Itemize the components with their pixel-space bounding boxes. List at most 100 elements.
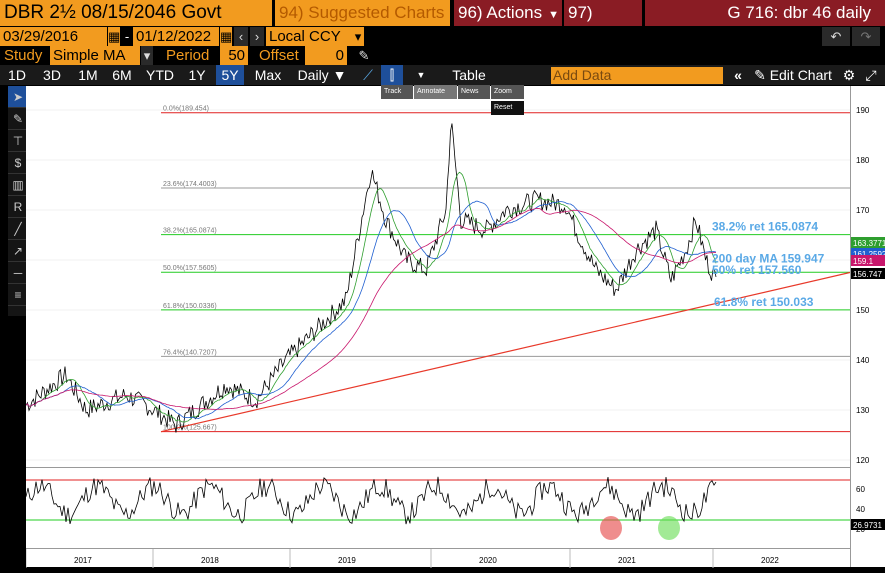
table-button[interactable]: Table: [452, 67, 486, 83]
y-tick-label: 150: [856, 306, 870, 315]
frequency-label: Daily: [297, 67, 329, 83]
y-tick-label: 170: [856, 206, 870, 215]
suggested-charts-button[interactable]: 94) Suggested Charts: [275, 0, 450, 26]
calendar-icon[interactable]: ▦: [220, 27, 233, 46]
price-tag-label: 161.2592: [853, 250, 885, 259]
tf-ytd[interactable]: YTD: [146, 67, 174, 83]
annotate-button[interactable]: Annotate: [414, 85, 457, 99]
pencil-icon[interactable]: ✎: [356, 46, 372, 65]
study-select[interactable]: Simple MA: [50, 46, 140, 65]
chevron-down-icon[interactable]: ▼: [416, 70, 426, 80]
pencil-icon: ✎: [754, 67, 766, 83]
collapse-icon[interactable]: «: [734, 67, 742, 83]
tf-1d[interactable]: 1D: [8, 67, 26, 83]
annotation-618: 61.8% ret 150.033: [714, 295, 814, 309]
rsi-tag-label: 26.9731: [853, 521, 882, 530]
tf-3d[interactable]: 3D: [43, 67, 61, 83]
year-label: 2017: [74, 556, 92, 565]
ma-long-line: [25, 207, 717, 410]
price-tag-label: 159.1: [853, 257, 874, 266]
line-chart-icon[interactable]: ⟋: [363, 67, 373, 83]
year-label: 2018: [201, 556, 219, 565]
chevron-down-icon[interactable]: ▾: [352, 27, 364, 46]
calendar-icon[interactable]: ▦: [108, 27, 121, 46]
cursor-icon[interactable]: ➤: [8, 86, 28, 108]
chevron-down-icon[interactable]: ▾: [141, 46, 153, 65]
rsi-series: [25, 476, 717, 525]
tf-1y[interactable]: 1Y: [188, 67, 206, 83]
zoom-button[interactable]: Zoom: [491, 85, 524, 99]
security-title[interactable]: DBR 2½ 08/15/2046 Govt: [0, 0, 272, 26]
price-tag: [851, 255, 885, 266]
tf-5y[interactable]: 5Y: [216, 65, 244, 85]
year-label: 2020: [479, 556, 497, 565]
next-arrow-icon[interactable]: ›: [250, 27, 264, 46]
price-series: [25, 123, 717, 433]
fib-label: 0.0%(189.454): [163, 106, 209, 113]
percent-tool-icon[interactable]: ⊤: [8, 130, 28, 152]
end-date-field[interactable]: 01/12/2022: [133, 27, 219, 46]
annotation-ma200: 200 day MA 159.947: [712, 251, 825, 265]
fibonacci-icon[interactable]: ▥: [8, 174, 28, 196]
year-label: 2021: [618, 556, 636, 565]
rsi-panel[interactable]: [25, 467, 850, 548]
bar-chart-icon[interactable]: ⫿: [381, 65, 403, 85]
start-date-field[interactable]: 03/29/2016: [0, 27, 107, 46]
prev-arrow-icon[interactable]: ‹: [234, 27, 248, 46]
hline-tool-icon[interactable]: ─: [8, 262, 28, 284]
year-label: 2022: [761, 556, 779, 565]
annotation-50: 50% ret 157.560: [712, 263, 802, 277]
rsi-tag: [851, 519, 885, 530]
frequency-select[interactable]: Daily ▼: [297, 67, 347, 83]
retracement-icon[interactable]: R: [8, 196, 28, 218]
settings-icon[interactable]: ⚙: [842, 67, 856, 83]
redo-icon[interactable]: ↷: [852, 27, 880, 46]
channel-tool-icon[interactable]: ≡: [8, 284, 28, 306]
x-axis-svg: 2017 2018 2019 2020 2021 2022: [25, 549, 779, 568]
dollar-tool-icon[interactable]: $: [8, 152, 28, 174]
y-tick-label: 180: [856, 156, 870, 165]
pen-icon[interactable]: ✎: [8, 108, 28, 130]
actions-menu[interactable]: 96) Actions ▼: [454, 0, 562, 26]
fib-label: 100.0%(125.667): [163, 425, 217, 432]
y-tick-label: 130: [856, 406, 870, 415]
reset-label: Reset: [494, 104, 513, 111]
y-axis: 190180170160150140130120163.3771161.2592…: [850, 86, 885, 567]
ray-tool-icon[interactable]: ↗: [8, 240, 28, 262]
fib-label: 76.4%(140.7207): [163, 349, 217, 356]
fib-label: 61.8%(150.0336): [163, 303, 217, 310]
date-separator: -: [121, 27, 133, 46]
chart-title: G 716: dbr 46 daily: [645, 0, 885, 26]
line-tool-icon[interactable]: ╱: [8, 218, 28, 240]
offset-input[interactable]: 0: [305, 46, 347, 65]
edit-menu[interactable]: 97) Edit▼: [564, 0, 642, 48]
trend-line: [160, 271, 851, 433]
track-button[interactable]: Track: [381, 85, 413, 99]
expand-icon[interactable]: ⤢: [865, 67, 877, 83]
undo-icon[interactable]: ↶: [822, 27, 850, 46]
price-tag: [851, 248, 885, 259]
tf-6m[interactable]: 6M: [112, 67, 132, 83]
reset-button[interactable]: Reset: [491, 101, 524, 115]
price-tag: [851, 268, 885, 279]
add-data-input[interactable]: Add Data: [551, 67, 723, 84]
drawing-toolbar: ➤ ✎ ⊤ $ ▥ R ╱ ↗ ─ ≡: [8, 86, 28, 316]
timeframe-toolbar: 1D 3D 1M 6M YTD 1Y 5Y Max Daily ▼ ⟋ ⫿ ▼ …: [0, 65, 885, 85]
price-chart[interactable]: 0.0%(189.454) 23.6%(174.4003) 38.2%(165.08…: [25, 86, 851, 467]
tf-1m[interactable]: 1M: [78, 67, 98, 83]
currency-select[interactable]: Local CCY: [266, 27, 352, 46]
offset-label: Offset: [259, 47, 299, 64]
study-label: Study: [4, 47, 43, 64]
price-tag: [851, 237, 885, 248]
edit-chart-button[interactable]: ✎ Edit Chart: [751, 65, 835, 85]
period-label: Period: [166, 47, 210, 64]
news-button[interactable]: News: [458, 85, 490, 99]
edit-chart-label: Edit Chart: [769, 67, 832, 83]
ma-mid-line: [25, 200, 717, 420]
year-label: 2019: [338, 556, 356, 565]
study-row: Study Simple MA ▾ Period 50 Offset 0 ✎: [0, 46, 885, 65]
annotate-label: Annotate: [417, 88, 446, 95]
period-input[interactable]: 50: [220, 46, 248, 65]
tf-max[interactable]: Max: [254, 67, 282, 83]
annotation-382: 38.2% ret 165.0874: [712, 220, 818, 234]
